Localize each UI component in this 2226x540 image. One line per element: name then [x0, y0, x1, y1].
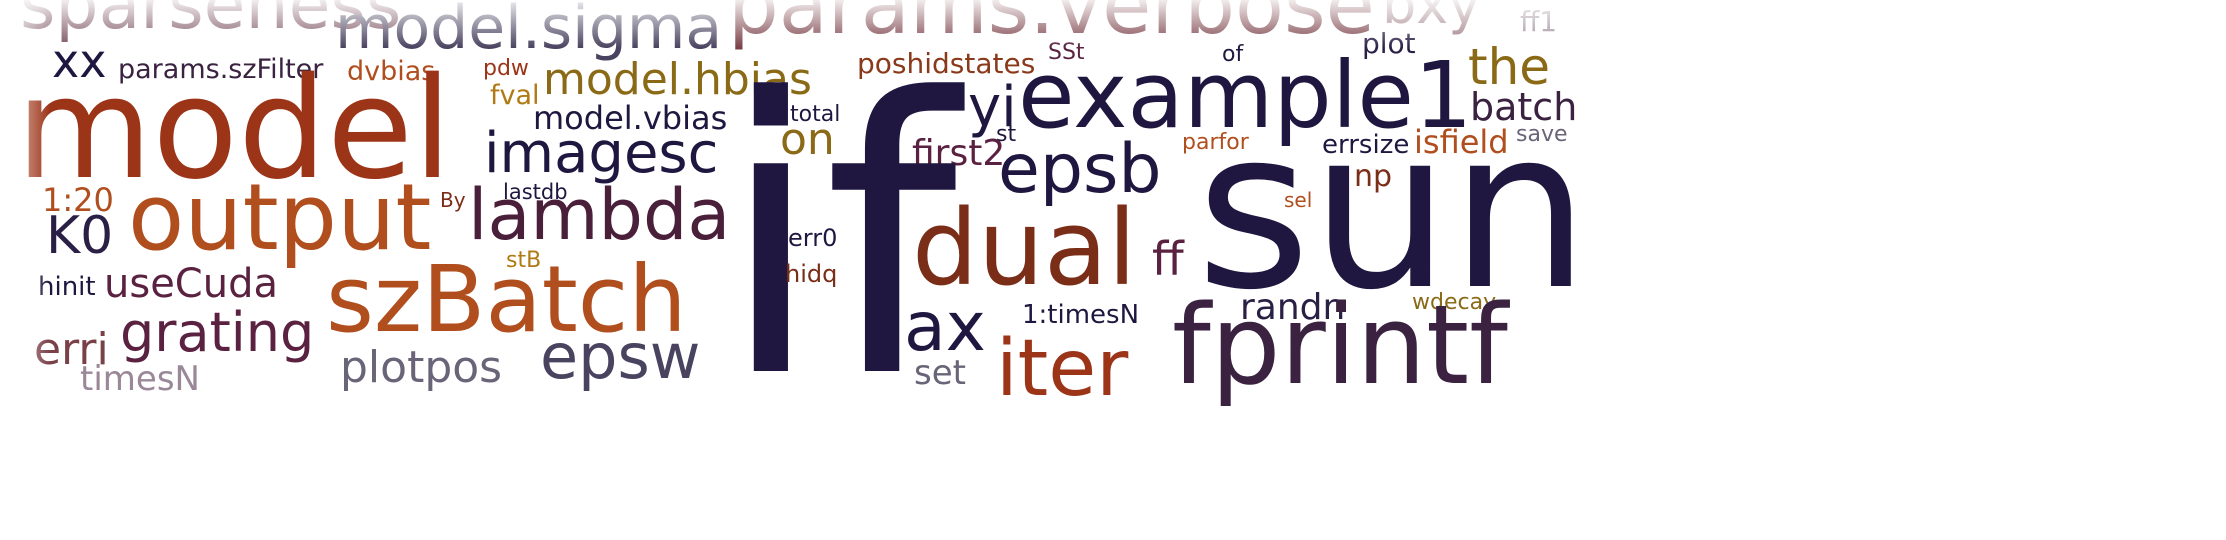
cloud-word: pdw: [483, 56, 529, 81]
right-fade: [2156, 0, 2226, 540]
cloud-word: grating: [120, 301, 315, 364]
cloud-word: if: [718, 18, 958, 461]
cloud-word: 1:20: [42, 181, 114, 219]
cloud-word: np: [1354, 159, 1393, 194]
cloud-word: model.hbias: [543, 54, 812, 105]
cloud-word: isfield: [1414, 123, 1509, 161]
cloud-word: dual: [912, 187, 1137, 309]
cloud-word: poshidstates: [857, 47, 1036, 80]
bottom-fade: [0, 460, 2226, 540]
cloud-word: of: [1222, 42, 1244, 67]
cloud-word: on: [780, 114, 835, 165]
cloud-word: parfor: [1182, 130, 1249, 155]
cloud-word: total: [790, 102, 841, 127]
cloud-word: epsb: [998, 130, 1162, 209]
cloud-word: sun: [1196, 82, 1590, 338]
cloud-word: set: [914, 353, 966, 393]
cloud-word: output: [128, 164, 432, 271]
cloud-word: dvbias: [347, 56, 436, 87]
cloud-word: errsize: [1322, 130, 1410, 160]
cloud-word: params.szFilter: [118, 54, 324, 85]
cloud-word: ff1: [1520, 5, 1558, 38]
cloud-word: first2: [912, 133, 1006, 174]
cloud-word: K0: [46, 206, 114, 266]
cloud-word: fprintf: [1172, 281, 1508, 409]
cloud-word: lastdb: [503, 180, 568, 204]
cloud-word: sel: [1284, 188, 1313, 212]
cloud-word: timesN: [80, 359, 200, 399]
cloud-word: wdecay: [1412, 290, 1497, 315]
cloud-word: model.vbias: [533, 99, 728, 137]
cloud-word: yi: [968, 75, 1017, 140]
cloud-word: imagesc: [484, 121, 719, 186]
cloud-word: model: [16, 48, 452, 211]
cloud-word: fval: [490, 80, 540, 111]
cloud-word: iter: [996, 324, 1129, 414]
cloud-word: stB: [506, 248, 542, 273]
cloud-word: 1:timesN: [1022, 300, 1140, 330]
cloud-word: save: [1516, 122, 1568, 147]
cloud-word: hinit: [38, 272, 96, 302]
cloud-word: By: [440, 188, 466, 212]
cloud-word: lambda: [468, 174, 731, 256]
cloud-word: epsw: [540, 320, 701, 393]
cloud-word: batch: [1470, 85, 1578, 129]
cloud-word: ff: [1152, 232, 1184, 286]
cloud-word: hidq: [785, 260, 838, 288]
cloud-word: st: [996, 122, 1017, 147]
cloud-word: example1: [1018, 42, 1473, 149]
cloud-word: szBatch: [326, 246, 687, 353]
cloud-word: err0: [788, 224, 838, 252]
cloud-word: useCuda: [104, 261, 278, 307]
cloud-word: the: [1468, 38, 1551, 96]
cloud-word: plotpos: [340, 342, 503, 393]
cloud-word: randn: [1240, 287, 1346, 328]
cloud-word: ax: [904, 288, 986, 367]
